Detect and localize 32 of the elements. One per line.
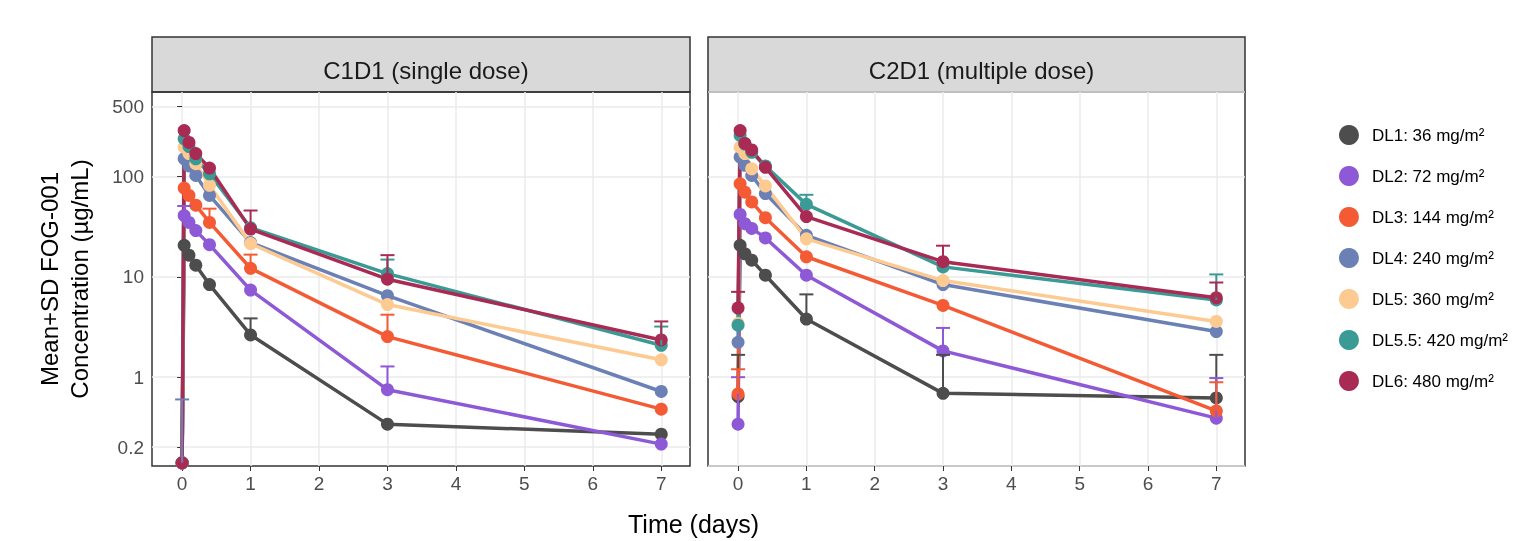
y-tick-label: 500 (112, 96, 144, 118)
legend-label: DL1: 36 mg/m² (1371, 125, 1485, 145)
x-tick-label: 5 (519, 473, 530, 494)
x-tick-label: 1 (801, 473, 812, 494)
y-tick-label: 100 (112, 166, 144, 188)
legend-label: DL2: 72 mg/m² (1371, 166, 1485, 186)
x-tick-label: 4 (450, 473, 462, 494)
x-tick-label: 1 (245, 473, 256, 494)
y-tick-label: 0.2 (117, 436, 144, 458)
x-tick-label: 4 (1006, 473, 1018, 494)
x-tick-label: 3 (937, 473, 949, 494)
chart-title: C1D1 (single dose) (323, 56, 529, 84)
x-tick-label: 3 (382, 473, 393, 494)
x-axis-title: Time (days) (628, 509, 760, 538)
legend-label: DL5: 360 mg/m² (1371, 289, 1495, 309)
x-tick-label: 6 (587, 473, 599, 494)
x-tick-label: 0 (732, 473, 744, 494)
legend-label: DL5.5: 420 mg/m² (1371, 330, 1509, 350)
legend-label: DL6: 480 mg/m² (1371, 371, 1495, 391)
x-tick-label: 2 (313, 473, 325, 494)
legend-label: DL3: 144 mg/m² (1371, 207, 1495, 227)
y-axis-title: Mean+SD FOG-001 Concentration (µg/mL) (35, 159, 93, 399)
x-tick-label: 0 (176, 473, 188, 494)
y-tick-label: 10 (122, 266, 144, 288)
x-tick-label: 2 (869, 473, 880, 494)
y-tick-label: 1 (133, 366, 144, 388)
chart-title: C2D1 (multiple dose) (868, 56, 1095, 84)
x-tick-label: 5 (1074, 473, 1085, 494)
x-tick-label: 6 (1142, 473, 1154, 494)
legend-label: DL4: 240 mg/m² (1371, 248, 1495, 268)
x-tick-label: 7 (655, 473, 667, 494)
x-tick-label: 7 (1211, 473, 1222, 494)
